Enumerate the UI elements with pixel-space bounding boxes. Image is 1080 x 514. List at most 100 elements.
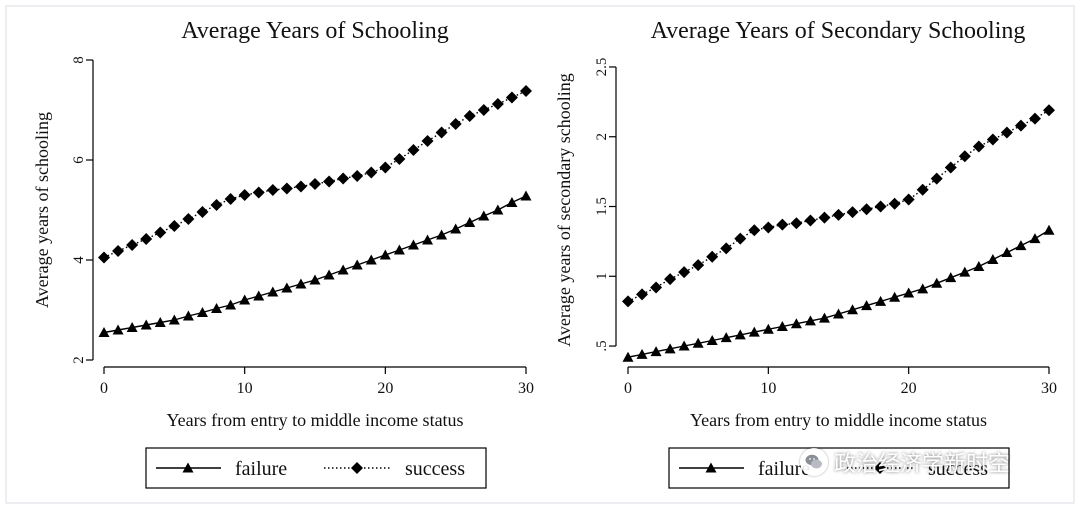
chart2-failure-point [847, 304, 859, 315]
chart1-success-point [294, 180, 307, 193]
chart1-legend-failure-label: failure [235, 458, 287, 480]
chart1-success-point [252, 186, 265, 199]
chart1-y-tick-label: 2 [71, 356, 87, 364]
chart2-failure-point [861, 300, 873, 311]
chart2-success-point [720, 242, 733, 255]
chart2-failure-point [776, 321, 788, 332]
chart2-success-point [916, 183, 929, 196]
chart1-x-axis-label: Years from entry to middle income status [166, 410, 463, 430]
chart1-failure-point [337, 264, 349, 275]
chart1-success-point [435, 126, 448, 139]
chart2-x-tick-label: 30 [1041, 380, 1057, 397]
chart1-failure-point [407, 239, 419, 250]
chart1-failure-point [450, 223, 462, 234]
chart2-success-point [944, 161, 957, 174]
chart1-x-tick-label: 10 [237, 380, 253, 397]
chart1-x-tick-label: 0 [100, 380, 108, 397]
chart2-failure-point [1001, 247, 1013, 258]
chart2-x-axis-label: Years from entry to middle income status [690, 410, 987, 430]
chart1-failure-point [168, 314, 180, 325]
chart2-failure-point [678, 340, 690, 351]
chart2-success-point [888, 197, 901, 210]
chart2-failure-point [987, 254, 999, 265]
chart1-success-point [379, 161, 392, 174]
chart2-success-point [692, 259, 705, 272]
chart2-y-tick-label: .5 [594, 340, 610, 351]
chart2-success-point [986, 133, 999, 146]
chart2-legend-failure-marker [705, 462, 717, 473]
chart1-failure-point [196, 307, 208, 317]
chart2-plot: Average Years of Secondary Schooling .5 1 1… [554, 18, 1057, 489]
chart2-failure-point [931, 277, 943, 288]
chart2-success-point [790, 217, 803, 230]
chart1-success-point [266, 184, 279, 196]
chart2-success-point [846, 206, 859, 219]
chart1-failure-point [295, 278, 307, 289]
chart2-failure-point [959, 266, 971, 277]
chart2-success-point [762, 221, 775, 234]
chart2-x-tick-label: 10 [760, 380, 776, 397]
chart1-y-axis-label: Average years of schooling [32, 112, 52, 308]
chart2-failure-point [650, 346, 662, 357]
chart2-success-point [664, 273, 677, 286]
chart1-failure-point [464, 217, 476, 227]
chart2-success-point [860, 203, 873, 216]
chart1-failure-point [309, 274, 321, 285]
chart1-success-point [309, 178, 321, 190]
chart1-failure-point [379, 249, 391, 260]
chart1-x-axis: 0 10 20 30 Years from entry to middle income… [100, 366, 534, 430]
chart1-y-tick-label: 6 [71, 156, 87, 164]
chart2-failure-point [903, 287, 915, 298]
chart2-failure-point [706, 334, 718, 345]
chart1-success-point [351, 170, 364, 182]
chart2-failure-point [1029, 233, 1041, 244]
chart2-y-tick-label: 1.5 [594, 197, 610, 216]
chart2-failure-point [720, 332, 732, 343]
chart1-failure-point [154, 317, 166, 327]
chart2-success-point [734, 232, 747, 245]
chart2-failure-point [636, 348, 648, 359]
chart2-failure-point [804, 315, 816, 326]
chart1-failure-point [182, 310, 194, 321]
chart1-success-point [337, 172, 350, 185]
chart1-success-point [196, 206, 209, 218]
chart1-failure-point [112, 324, 124, 335]
chart2-success-point [650, 281, 663, 294]
chart2-success-point [972, 140, 985, 153]
chart1-failure-point [436, 229, 448, 240]
chart2-title: Average Years of Secondary Schooling [651, 18, 1026, 44]
chart2-success-point [1014, 119, 1027, 132]
chart1-series-failure [98, 190, 532, 337]
chart1-x-tick-label: 30 [518, 380, 534, 397]
chart2-failure-point [692, 337, 704, 348]
chart1-failure-point [253, 290, 265, 301]
chart2-success-point [1028, 112, 1041, 125]
chart2-failure-point [664, 343, 676, 354]
chart2-failure-point [889, 291, 901, 302]
chart2-failure-point [748, 326, 760, 337]
chart1-failure-point [239, 294, 251, 305]
chart1-success-point [365, 166, 378, 179]
chart2-failure-point [973, 261, 985, 272]
chart1-legend-success-marker [351, 462, 363, 474]
chart1-success-point [112, 245, 125, 257]
chart1-failure-point [393, 244, 405, 255]
chart1-failure-point [323, 269, 335, 280]
chart2-failure-point [790, 318, 802, 329]
chart1-success-point [505, 91, 518, 104]
chart2-success-point [706, 250, 719, 263]
chart2-series-failure [622, 224, 1055, 362]
chart2-failure-point [917, 283, 929, 294]
chart1-legend-success-label: success [405, 458, 465, 480]
chart1-failure-point [225, 299, 237, 310]
chart1-y-tick-label: 8 [71, 56, 87, 64]
chart2-y-axis: .5 1 1.5 2 2.5 Average years of secondary sch… [554, 58, 617, 352]
chart2-legend-entry-failure: failure [679, 458, 810, 480]
chart1-failure-point [422, 234, 434, 245]
chart1-title: Average Years of Schooling [181, 18, 449, 44]
chart2-success-point [636, 288, 649, 301]
chart2-series-success [622, 104, 1055, 308]
watermark: 政治经济学新时空 [800, 447, 1010, 477]
chart1-success-point [407, 144, 420, 156]
chart1-failure-point [506, 197, 518, 207]
